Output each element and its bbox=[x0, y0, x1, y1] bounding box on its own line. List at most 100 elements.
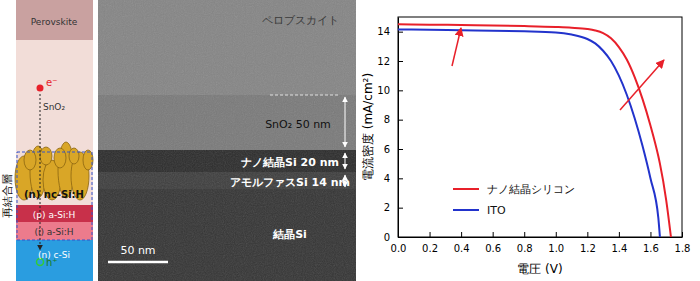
tick-label: 1.6 bbox=[643, 243, 659, 254]
tick-mark bbox=[682, 232, 683, 237]
series-line bbox=[398, 24, 671, 237]
tick-mark bbox=[398, 178, 403, 179]
tick-label: 1.4 bbox=[611, 243, 627, 254]
y-tick: 2 bbox=[384, 202, 403, 213]
annotation-arrow bbox=[620, 60, 664, 110]
tick-mark bbox=[650, 232, 651, 237]
side-label: 再結合層 bbox=[1, 174, 14, 218]
tick-mark bbox=[430, 232, 431, 237]
layer-label: (n) nc-Si:H bbox=[24, 189, 84, 200]
tem-label: アモルファスSi 14 nm bbox=[230, 176, 350, 189]
tick-label: 1.0 bbox=[548, 243, 564, 254]
recombination-box bbox=[17, 152, 92, 240]
x-tick: 0.8 bbox=[517, 232, 533, 254]
nanocrystal bbox=[54, 148, 66, 168]
layer-band bbox=[16, 205, 93, 222]
legend-item: ITO bbox=[453, 204, 506, 217]
figure: e⁻h⁺PerovskiteSnO₂(n) nc-Si:H(p) a-Si:H(… bbox=[0, 0, 700, 281]
thickness-arrow bbox=[345, 153, 346, 169]
thickness-arrow bbox=[345, 97, 346, 147]
x-axis: 0.0 0.2 0.4 0.6 0.8 1.0 1.2 1.4 1.6 1.8 bbox=[391, 232, 691, 254]
tick-mark bbox=[398, 120, 403, 121]
x-tick: 1.2 bbox=[580, 232, 596, 254]
tick-mark bbox=[398, 208, 403, 209]
tick-mark bbox=[587, 232, 588, 237]
y-axis-title: 電流密度 (mA/cm²) bbox=[361, 73, 375, 181]
tick-mark bbox=[398, 90, 403, 91]
tick-mark bbox=[556, 232, 557, 237]
tick-label: 0.4 bbox=[454, 243, 470, 254]
tick-label: 2 bbox=[384, 202, 390, 213]
tem-boundary bbox=[270, 95, 340, 96]
tick-label: 8 bbox=[384, 114, 390, 125]
layer-diagram: e⁻h⁺PerovskiteSnO₂(n) nc-Si:H(p) a-Si:H(… bbox=[1, 0, 93, 281]
y-tick: 8 bbox=[384, 114, 403, 125]
tick-mark bbox=[493, 232, 494, 237]
plot-lines bbox=[398, 24, 671, 237]
y-tick: 4 bbox=[384, 173, 403, 184]
tem-label: ペロブスカイト bbox=[262, 14, 339, 27]
scale-bar-label: 50 nm bbox=[120, 244, 155, 257]
tick-label: 0.6 bbox=[485, 243, 501, 254]
x-tick: 1.8 bbox=[675, 232, 691, 254]
legend-swatch bbox=[453, 188, 479, 190]
annotation-arrow bbox=[452, 28, 461, 66]
axis-line bbox=[399, 237, 683, 238]
tick-mark bbox=[398, 237, 403, 238]
tick-mark bbox=[398, 61, 403, 62]
tick-label: 1.8 bbox=[675, 243, 691, 254]
tick-label: 10 bbox=[377, 85, 390, 96]
tem-image: ペロブスカイト SnO₂ 50 nm ナノ結晶Si 20 nm アモルファスSi 14… bbox=[98, 0, 356, 281]
x-tick: 1.6 bbox=[643, 232, 659, 254]
layer-label: (i) a-Si:H bbox=[34, 227, 73, 237]
y-axis: 0 2 4 6 8 10 12 14 bbox=[377, 18, 403, 243]
legend-label: ITO bbox=[487, 204, 506, 217]
tick-label: 1.2 bbox=[580, 243, 596, 254]
tem-label: 結晶Si bbox=[272, 228, 307, 241]
series-line bbox=[398, 29, 660, 237]
nanocrystal bbox=[24, 150, 36, 170]
nanocrystal bbox=[40, 147, 52, 165]
x-axis-title: 電圧 (V) bbox=[517, 262, 562, 276]
nanocrystal bbox=[69, 148, 79, 164]
layer-band bbox=[16, 222, 93, 240]
x-tick: 1.4 bbox=[611, 232, 627, 254]
plot-frame bbox=[398, 17, 682, 237]
tick-label: 12 bbox=[377, 56, 390, 67]
legend: ナノ結晶シリコン ITO bbox=[453, 183, 575, 217]
layer-label: Perovskite bbox=[31, 17, 78, 27]
tick-mark bbox=[398, 149, 403, 150]
layer-label: SnO₂ bbox=[43, 102, 66, 112]
tick-label: 4 bbox=[384, 173, 390, 184]
electron-label: e⁻ bbox=[46, 77, 57, 88]
x-tick: 1.0 bbox=[548, 232, 564, 254]
tick-mark bbox=[619, 232, 620, 237]
tem-label: ナノ結晶Si 20 nm bbox=[241, 156, 339, 169]
tick-mark bbox=[524, 232, 525, 237]
tick-mark bbox=[398, 32, 403, 33]
y-tick: 6 bbox=[384, 144, 403, 155]
y-tick: 0 bbox=[384, 232, 403, 243]
tick-label: 6 bbox=[384, 144, 390, 155]
y-tick: 10 bbox=[377, 85, 403, 96]
x-tick: 0.4 bbox=[454, 232, 470, 254]
x-tick: 0.2 bbox=[422, 232, 438, 254]
axis-line bbox=[398, 18, 399, 238]
layer-label: (p) a-Si:H bbox=[33, 210, 75, 220]
layer-label: (n) c-Si bbox=[38, 250, 70, 260]
layer-band bbox=[16, 240, 93, 281]
tick-mark bbox=[461, 232, 462, 237]
tem-label: SnO₂ 50 nm bbox=[265, 118, 331, 131]
electron bbox=[37, 85, 44, 92]
y-tick: 12 bbox=[377, 56, 403, 67]
tick-label: 14 bbox=[377, 26, 390, 37]
layer-band bbox=[16, 0, 93, 40]
chart: 0.0 0.2 0.4 0.6 0.8 1.0 1.2 1.4 1.6 1.8 0 2 4 6 8 10 12 1… bbox=[361, 17, 690, 276]
tick-label: 0.0 bbox=[391, 243, 407, 254]
y-tick: 14 bbox=[377, 26, 403, 37]
x-tick: 0.6 bbox=[485, 232, 501, 254]
layer-band bbox=[16, 40, 93, 205]
legend-swatch bbox=[453, 209, 479, 211]
legend-label: ナノ結晶シリコン bbox=[487, 183, 575, 196]
scale-bar bbox=[108, 261, 168, 264]
